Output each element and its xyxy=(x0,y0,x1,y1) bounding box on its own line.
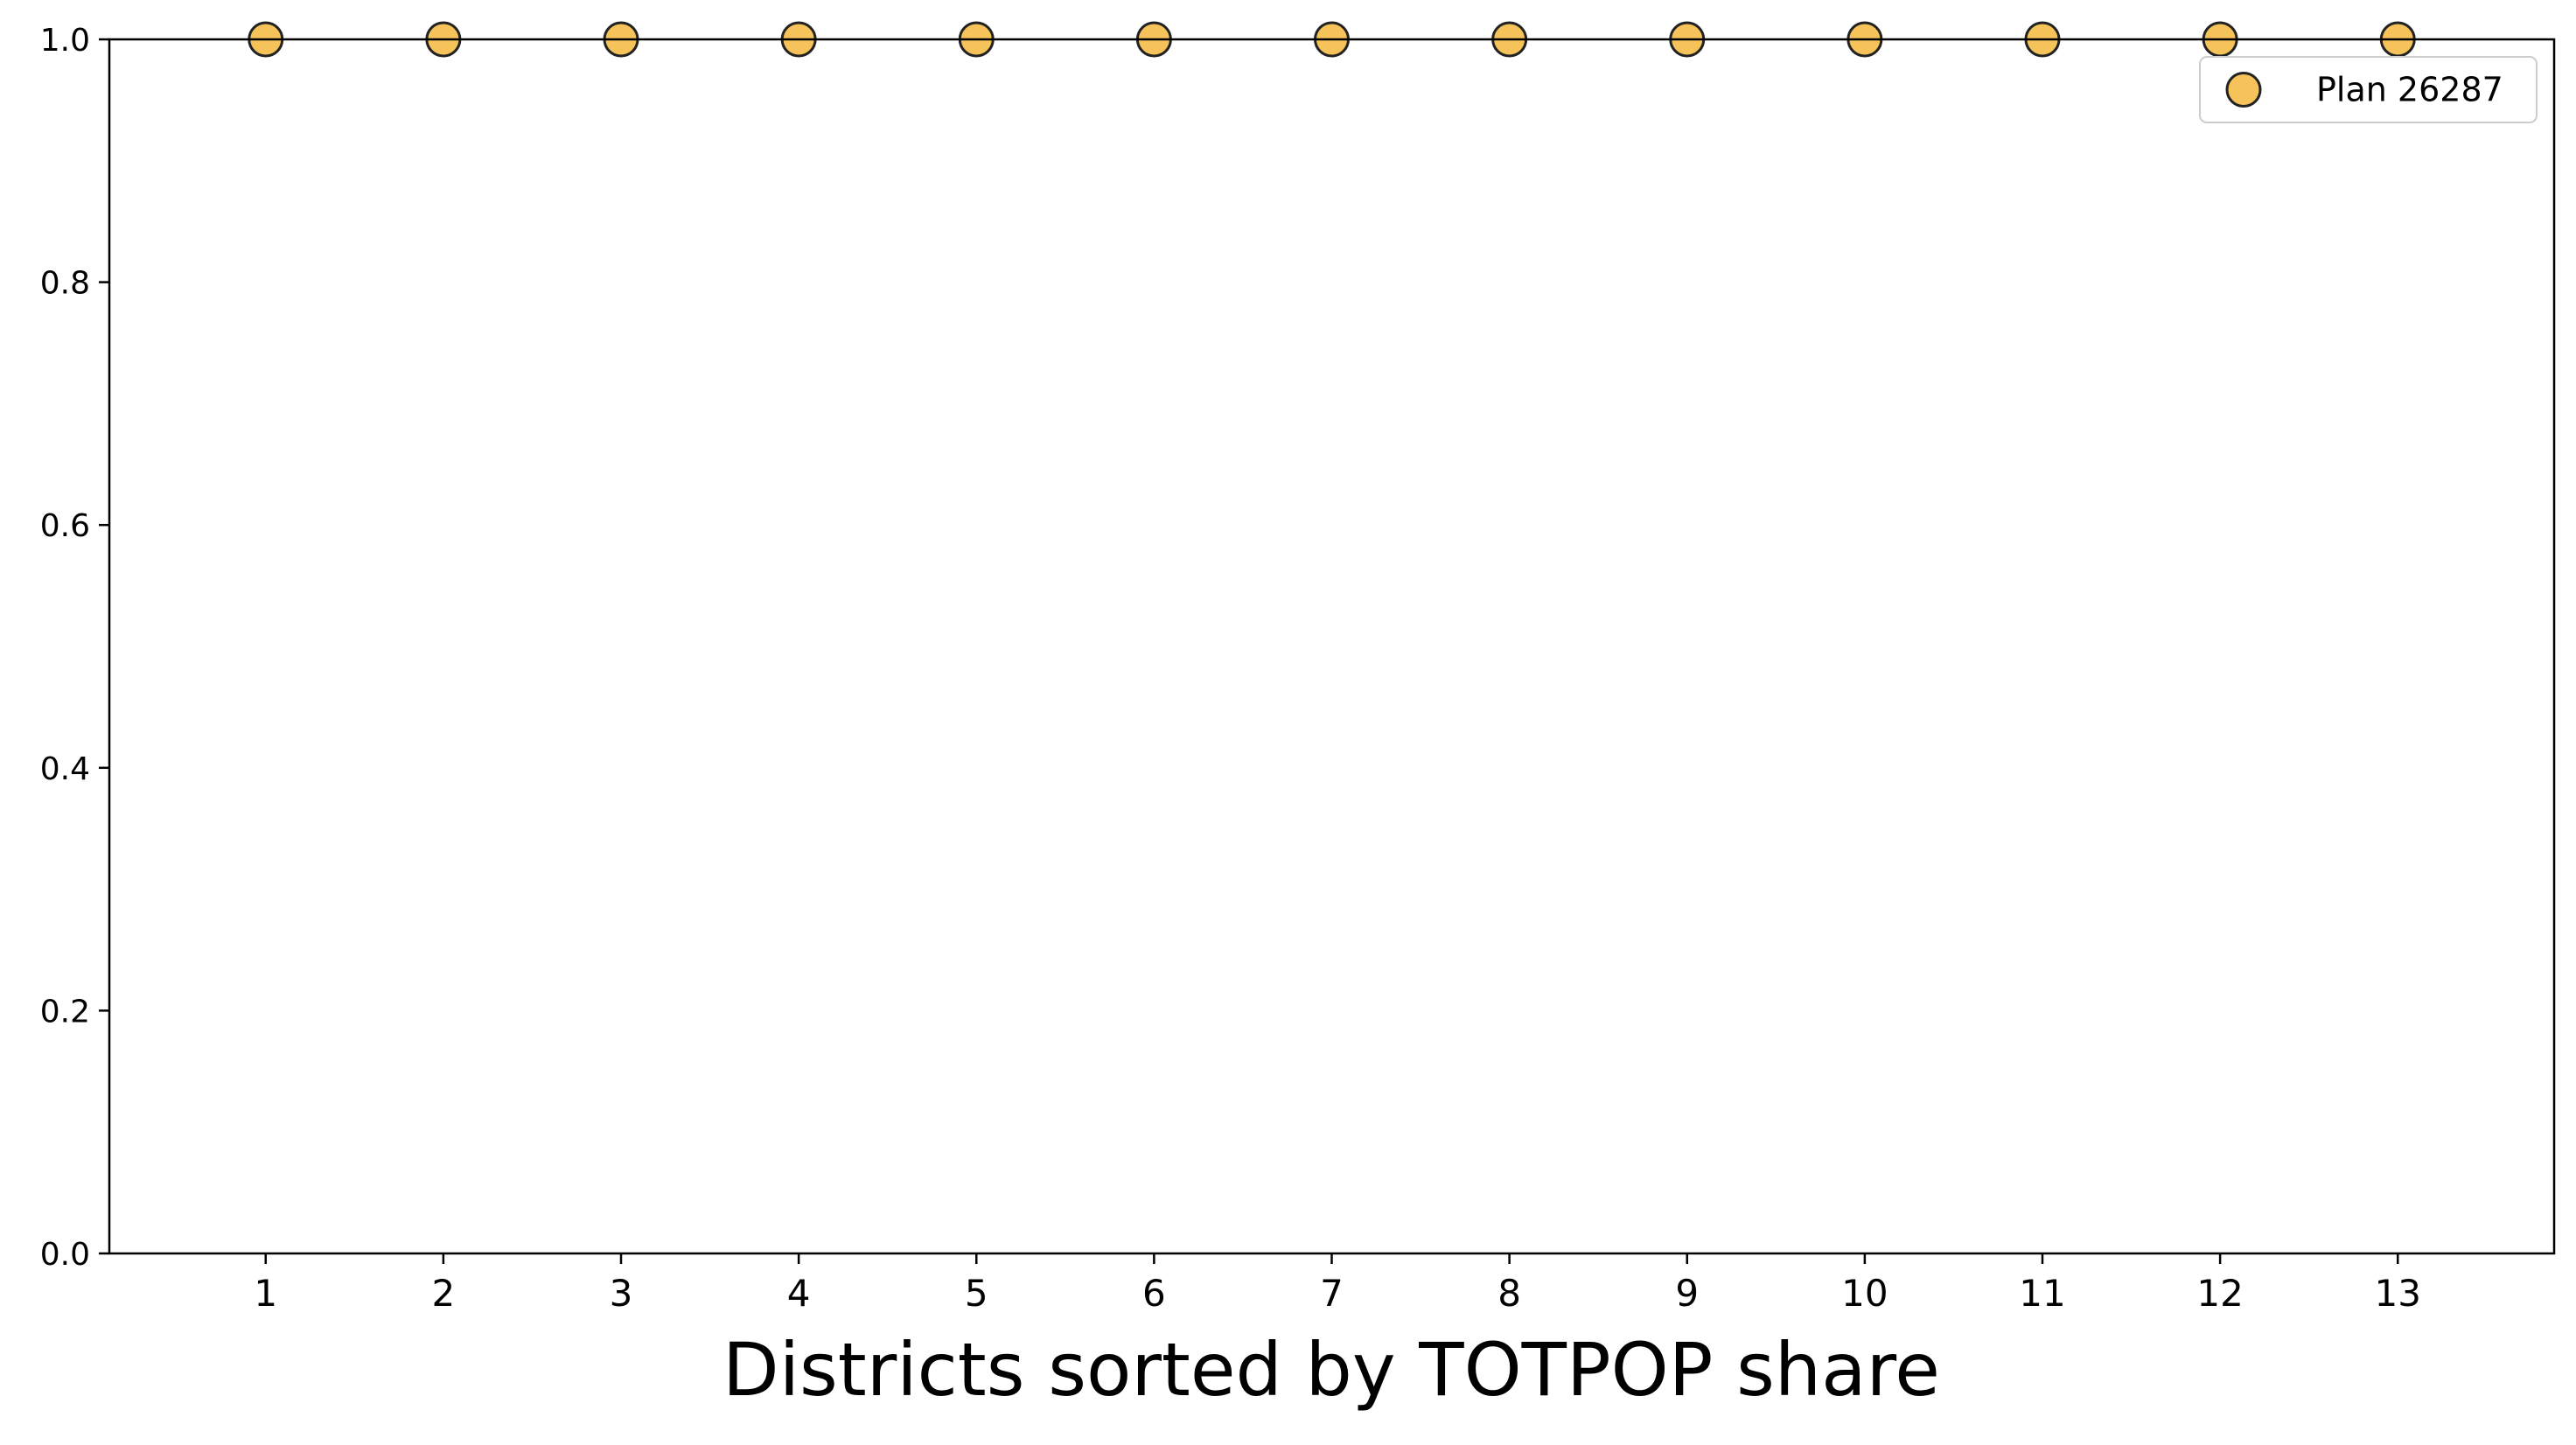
x-tick-label: 5 xyxy=(965,1272,988,1315)
x-tick-label: 6 xyxy=(1142,1272,1166,1315)
y-tick-label: 0.4 xyxy=(40,751,90,787)
x-tick-label: 9 xyxy=(1675,1272,1699,1315)
x-axis: 1 2 3 4 5 6 7 8 9 10 11 12 13 xyxy=(254,1253,2421,1315)
x-tick-label: 2 xyxy=(432,1272,456,1315)
x-tick-label: 1 xyxy=(254,1272,277,1315)
y-tick-label: 0.0 xyxy=(40,1237,90,1273)
x-tick-label: 11 xyxy=(2019,1272,2065,1315)
y-tick-label: 1.0 xyxy=(40,23,90,59)
plot-frame xyxy=(108,38,2556,1255)
legend-label: Plan 26287 xyxy=(2316,71,2503,109)
x-tick-label: 8 xyxy=(1497,1272,1521,1315)
legend-marker xyxy=(2225,72,2262,108)
x-tick-label: 4 xyxy=(787,1272,811,1315)
y-tick-label: 0.8 xyxy=(40,266,90,302)
legend-box xyxy=(2199,56,2538,123)
x-axis-title: Districts sorted by TOTPOP share xyxy=(723,1327,1940,1413)
y-axis: 0.0 0.2 0.4 0.6 0.8 1.0 xyxy=(40,23,109,1273)
x-tick-label: 12 xyxy=(2196,1272,2243,1315)
legend: Plan 26287 xyxy=(2199,56,2538,123)
x-tick-label: 7 xyxy=(1320,1272,1344,1315)
x-tick-label: 10 xyxy=(1841,1272,1888,1315)
y-tick-label: 0.2 xyxy=(40,994,90,1030)
x-tick-label: 13 xyxy=(2375,1272,2421,1315)
y-tick-label: 0.6 xyxy=(40,508,90,544)
x-tick-label: 3 xyxy=(610,1272,633,1315)
